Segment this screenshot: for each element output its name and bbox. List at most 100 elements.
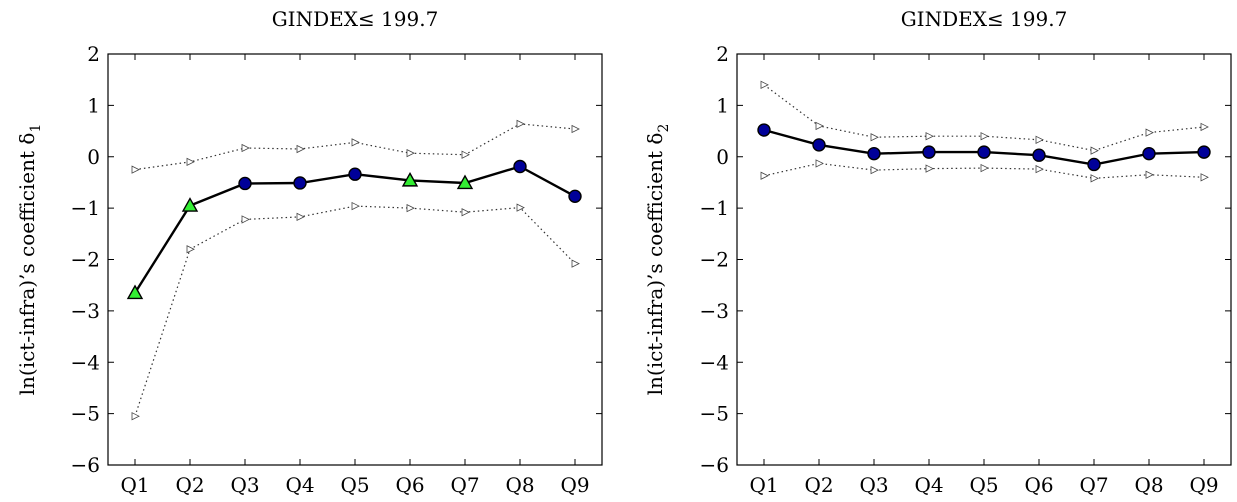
y-tick-label: −1	[71, 196, 100, 220]
y-tick-label: −6	[700, 453, 729, 477]
confidence-upper-marker	[1090, 146, 1099, 155]
x-tick-label: Q6	[1024, 473, 1053, 497]
confidence-upper-marker	[296, 144, 305, 154]
confidence-lower-marker	[241, 215, 250, 224]
confidence-upper-line	[134, 123, 576, 171]
confidence-lower-marker	[1035, 164, 1044, 174]
confidence-lower-marker	[925, 164, 934, 173]
x-tick-label: Q3	[859, 473, 888, 497]
confidence-upper-marker	[186, 157, 195, 167]
plot-frame	[107, 53, 603, 466]
confidence-lower-marker	[1090, 174, 1099, 183]
confidence-lower-marker	[516, 203, 525, 212]
y-tick-label: 2	[716, 42, 729, 66]
x-tick-label: Q3	[230, 473, 259, 497]
confidence-upper-marker	[1200, 122, 1209, 132]
estimate-point	[977, 145, 991, 159]
confidence-lower-marker	[461, 208, 470, 217]
x-tick-label: Q5	[969, 473, 998, 497]
x-tick-label: Q4	[914, 473, 943, 497]
y-tick-label: −3	[71, 299, 100, 323]
estimate-point	[922, 145, 936, 159]
confidence-lower-marker	[1145, 170, 1154, 179]
chart-panel-1: GINDEX≤ 199.7 ln(ict-infra)’s coefficient…	[15, 7, 603, 497]
x-tick-label: Q2	[175, 473, 204, 497]
confidence-upper-marker	[131, 165, 140, 174]
confidence-lower-marker	[1200, 173, 1209, 182]
confidence-lower-marker	[571, 259, 580, 268]
x-tick-label: Q6	[395, 473, 424, 497]
confidence-upper-marker	[571, 124, 580, 134]
confidence-upper-marker	[351, 138, 360, 147]
confidence-lower-marker	[351, 201, 360, 211]
x-tick-label: Q1	[120, 473, 149, 497]
chart-panel-2: GINDEX≤ 199.7 ln(ict-infra)’s coefficient…	[643, 7, 1232, 497]
confidence-lower-marker	[815, 159, 824, 168]
confidence-upper-marker	[870, 133, 879, 142]
estimate-point	[348, 167, 362, 181]
x-tick-label: Q8	[1134, 473, 1163, 497]
y-axis-label: ln(ict-infra)’s coefficient δ2	[643, 124, 672, 396]
confidence-lower-marker	[870, 165, 879, 175]
y-tick-label: 0	[716, 145, 729, 169]
confidence-lower-marker	[980, 163, 989, 173]
y-tick-label: −4	[71, 350, 100, 374]
y-axis-label-main: ln(ict-infra)’s coefficient δ	[643, 133, 667, 396]
confidence-upper-marker	[760, 80, 769, 89]
estimate-point	[1087, 157, 1101, 172]
confidence-upper-marker	[406, 149, 415, 158]
y-tick-label: −2	[71, 248, 100, 272]
y-tick-label: 1	[87, 93, 100, 117]
y-tick-label: −1	[700, 196, 729, 220]
estimate-point	[1142, 146, 1156, 161]
confidence-upper-marker	[815, 121, 824, 131]
x-tick-label: Q7	[450, 473, 479, 497]
confidence-lower-marker	[406, 203, 415, 213]
x-tick-label: Q5	[340, 473, 369, 497]
chart-title: GINDEX≤ 199.7	[901, 7, 1068, 31]
estimate-line	[133, 165, 576, 294]
x-tick-label: Q2	[804, 473, 833, 497]
confidence-upper-marker	[980, 132, 989, 141]
confidence-upper-marker	[241, 143, 250, 153]
confidence-lower-marker	[760, 171, 769, 180]
confidence-upper-marker	[516, 119, 525, 129]
estimate-point	[181, 197, 199, 212]
estimate-point	[867, 146, 881, 161]
estimate-point	[238, 176, 252, 191]
y-tick-label: −3	[700, 299, 729, 323]
y-tick-label: −2	[700, 248, 729, 272]
estimate-point	[401, 171, 419, 187]
estimate-point	[126, 284, 144, 300]
y-tick-label: 1	[716, 93, 729, 117]
estimate-point	[456, 174, 474, 190]
x-tick-label: Q8	[505, 473, 534, 497]
confidence-upper-marker	[1035, 135, 1044, 144]
estimate-point	[568, 189, 582, 204]
y-axis-label: ln(ict-infra)’s coefficient δ1	[15, 124, 44, 396]
estimate-point	[812, 138, 826, 152]
estimate-point	[293, 176, 307, 190]
x-tick-label: Q4	[285, 473, 314, 497]
x-tick-label: Q7	[1079, 473, 1108, 497]
x-tick-label: Q9	[1189, 473, 1218, 497]
y-tick-label: 0	[87, 145, 100, 169]
x-tick-label: Q9	[560, 473, 589, 497]
x-tick-label: Q1	[749, 473, 778, 497]
confidence-upper-marker	[461, 150, 470, 159]
estimate-point	[513, 159, 527, 174]
y-tick-label: −5	[71, 402, 100, 426]
y-axis-label-main: ln(ict-infra)’s coefficient δ	[15, 133, 39, 396]
confidence-upper-marker	[925, 132, 934, 141]
confidence-lower-marker	[186, 245, 195, 254]
y-axis-label-subscript: 1	[28, 124, 44, 133]
confidence-lower-marker	[131, 412, 140, 421]
plot-frame	[736, 53, 1232, 466]
estimate-point	[1197, 145, 1211, 159]
y-tick-label: 2	[87, 42, 100, 66]
estimate-point	[1032, 148, 1046, 162]
confidence-lower-line	[134, 205, 576, 417]
confidence-upper-line	[763, 84, 1205, 152]
y-tick-label: −4	[700, 350, 729, 374]
